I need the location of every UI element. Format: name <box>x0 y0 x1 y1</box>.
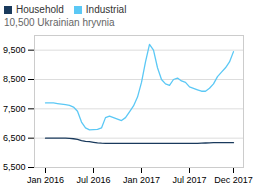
html-text:10,500 Ukrainian hryvnia: 10,500 Ukrainian hryvnia <box>4 17 115 28</box>
svg-text:Jul 2016: Jul 2016 <box>76 175 110 185</box>
svg-text:Jul 2017: Jul 2017 <box>172 175 206 185</box>
svg-text:7,500: 7,500 <box>3 104 26 114</box>
svg-text:9,500: 9,500 <box>3 45 26 55</box>
svg-text:8,500: 8,500 <box>3 74 26 84</box>
svg-text:6,500: 6,500 <box>3 133 26 143</box>
svg-text:5,500: 5,500 <box>3 162 26 172</box>
html-text:Household: Household <box>16 4 64 15</box>
html-text:Industrial: Industrial <box>85 4 127 15</box>
svg-text:Jan 2016: Jan 2016 <box>27 175 64 185</box>
svg-text:Jan 2017: Jan 2017 <box>123 175 160 185</box>
svg-text:Dec 2017: Dec 2017 <box>214 175 253 185</box>
